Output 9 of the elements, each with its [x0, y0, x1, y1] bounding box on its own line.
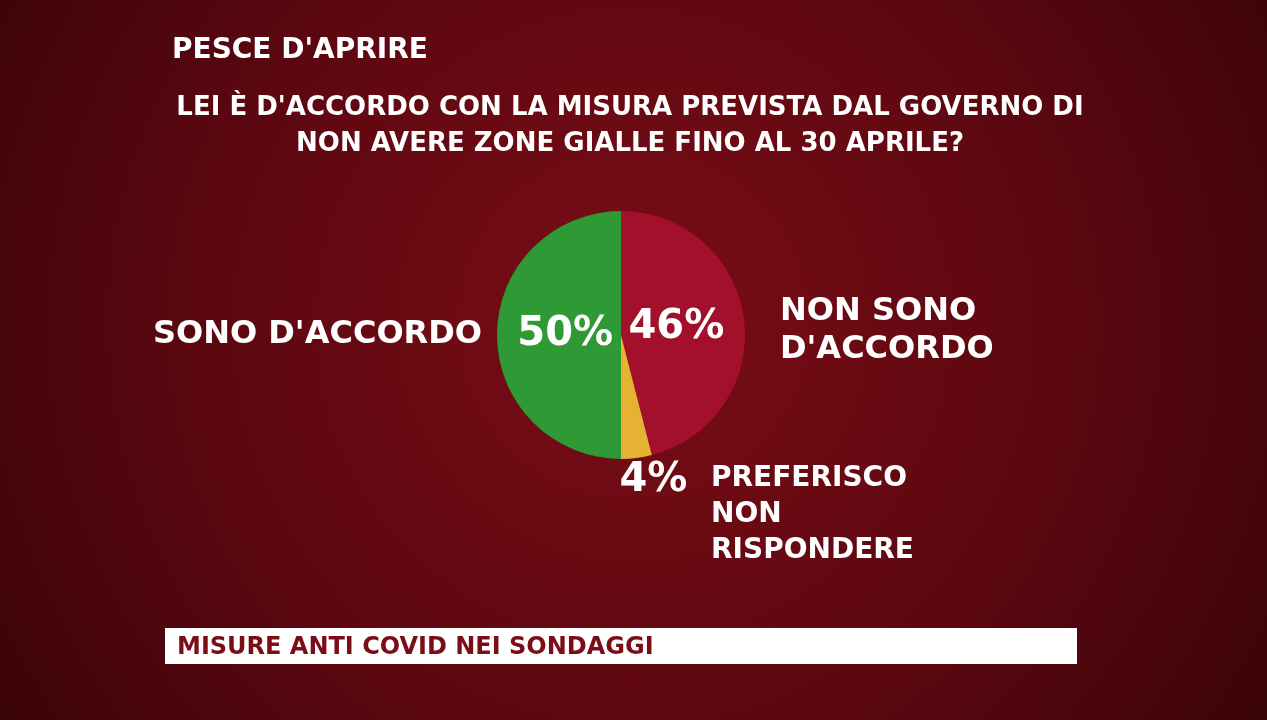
text: PESCE D'APRIRE: [172, 32, 428, 65]
slice-label: PREFERISCO NON RISPONDERE: [711, 460, 914, 566]
data-label: 50%: [517, 308, 614, 355]
data-label: 46%: [628, 301, 725, 348]
data-label: 4%: [619, 453, 688, 500]
text: MISURE ANTI COVID NEI SONDAGGI: [165, 628, 1077, 664]
chart-title: LEI È D'ACCORDO CON LA MISURA PREVISTA DAL GOVERNO DI NON AVERE ZONE GIALLE FINO AL 30 APRILE?: [175, 89, 1085, 159]
slice-label: NON SONO D'ACCORDO: [780, 289, 994, 366]
slice-label: SONO D'ACCORDO: [152, 313, 482, 352]
